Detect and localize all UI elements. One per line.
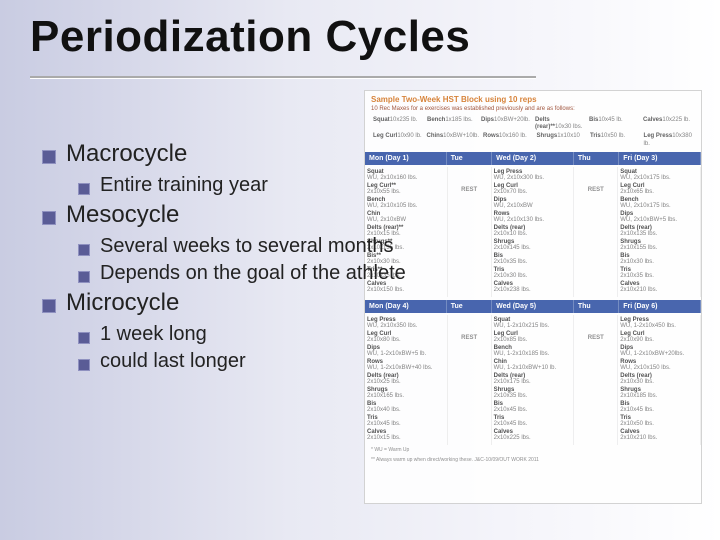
exercise-cell: Bis2x10x45 lbs.: [494, 401, 572, 413]
sub-bullet: Entire training year: [78, 174, 690, 197]
bullet-icon: [78, 183, 90, 195]
schedule-subtitle: 10 Rec Maxes for a exercises was establi…: [365, 106, 701, 116]
bullet-icon: [42, 211, 56, 225]
exercise-cell: Tris2x10x50 lbs.: [620, 415, 698, 427]
sub-bullet: could last longer: [78, 350, 690, 373]
sub-bullet: 1 week long: [78, 323, 690, 346]
maxes-cell: Bench1x185 lbs.: [425, 116, 479, 132]
bullet-list: Macrocycle Entire training year Mesocycl…: [42, 140, 690, 377]
exercise-cell: Shrugs2x10x165 lbs.: [367, 387, 445, 399]
bullet-mesocycle: Mesocycle: [42, 201, 690, 229]
title-underline: [30, 76, 536, 78]
bullet-label: Microcycle: [66, 289, 179, 317]
bullet-label: Entire training year: [100, 174, 268, 197]
bullet-icon: [78, 244, 90, 256]
bullet-label: Macrocycle: [66, 140, 187, 168]
bullet-label: Depends on the goal of the athlete: [100, 262, 406, 285]
exercise-cell: Calves2x10x15 lbs.: [367, 429, 445, 441]
bullet-icon: [78, 359, 90, 371]
bullet-label: could last longer: [100, 350, 246, 373]
bullet-label: Mesocycle: [66, 201, 179, 229]
maxes-cell: Squat10x235 lb.: [371, 116, 425, 132]
exercise-cell: Calves2x10x210 lbs.: [620, 429, 698, 441]
schedule-title: Sample Two-Week HST Block using 10 reps: [365, 91, 701, 106]
bullet-icon: [42, 299, 56, 313]
exercise-cell: Bis2x10x45 lbs.: [620, 401, 698, 413]
schedule-footnote: * WU = Warm Up: [365, 445, 701, 455]
bullet-icon: [78, 271, 90, 283]
maxes-cell: Dips10xBW+20lb.: [479, 116, 533, 132]
exercise-cell: Bis2x10x40 lbs.: [367, 401, 445, 413]
bullet-label: Several weeks to several months: [100, 235, 393, 258]
exercise-cell: Tris2x10x45 lbs.: [367, 415, 445, 427]
bullet-microcycle: Microcycle: [42, 289, 690, 317]
slide: Sample Two-Week HST Block using 10 reps …: [0, 0, 720, 540]
maxes-row: Squat10x235 lb.Bench1x185 lbs.Dips10xBW+…: [365, 116, 701, 132]
maxes-cell: Calves10x225 lb.: [641, 116, 695, 132]
maxes-cell: Bis10x45 lb.: [587, 116, 641, 132]
sub-bullet: Depends on the goal of the athlete: [78, 262, 690, 285]
bullet-icon: [42, 150, 56, 164]
sub-bullet: Several weeks to several months: [78, 235, 690, 258]
exercise-cell: Shrugs2x10x185 lbs.: [620, 387, 698, 399]
bullet-macrocycle: Macrocycle: [42, 140, 690, 168]
exercise-cell: Calves2x10x225 lbs.: [494, 429, 572, 441]
exercise-cell: Tris2x10x45 lbs.: [494, 415, 572, 427]
exercise-cell: Shrugs2x10x35 lbs.: [494, 387, 572, 399]
bullet-icon: [78, 332, 90, 344]
maxes-cell: Delts (rear)**10x30 lbs.: [533, 116, 587, 132]
schedule-footnote: ** Always warm up when direct/working th…: [365, 455, 701, 465]
page-title: Periodization Cycles: [30, 12, 470, 62]
bullet-label: 1 week long: [100, 323, 207, 346]
